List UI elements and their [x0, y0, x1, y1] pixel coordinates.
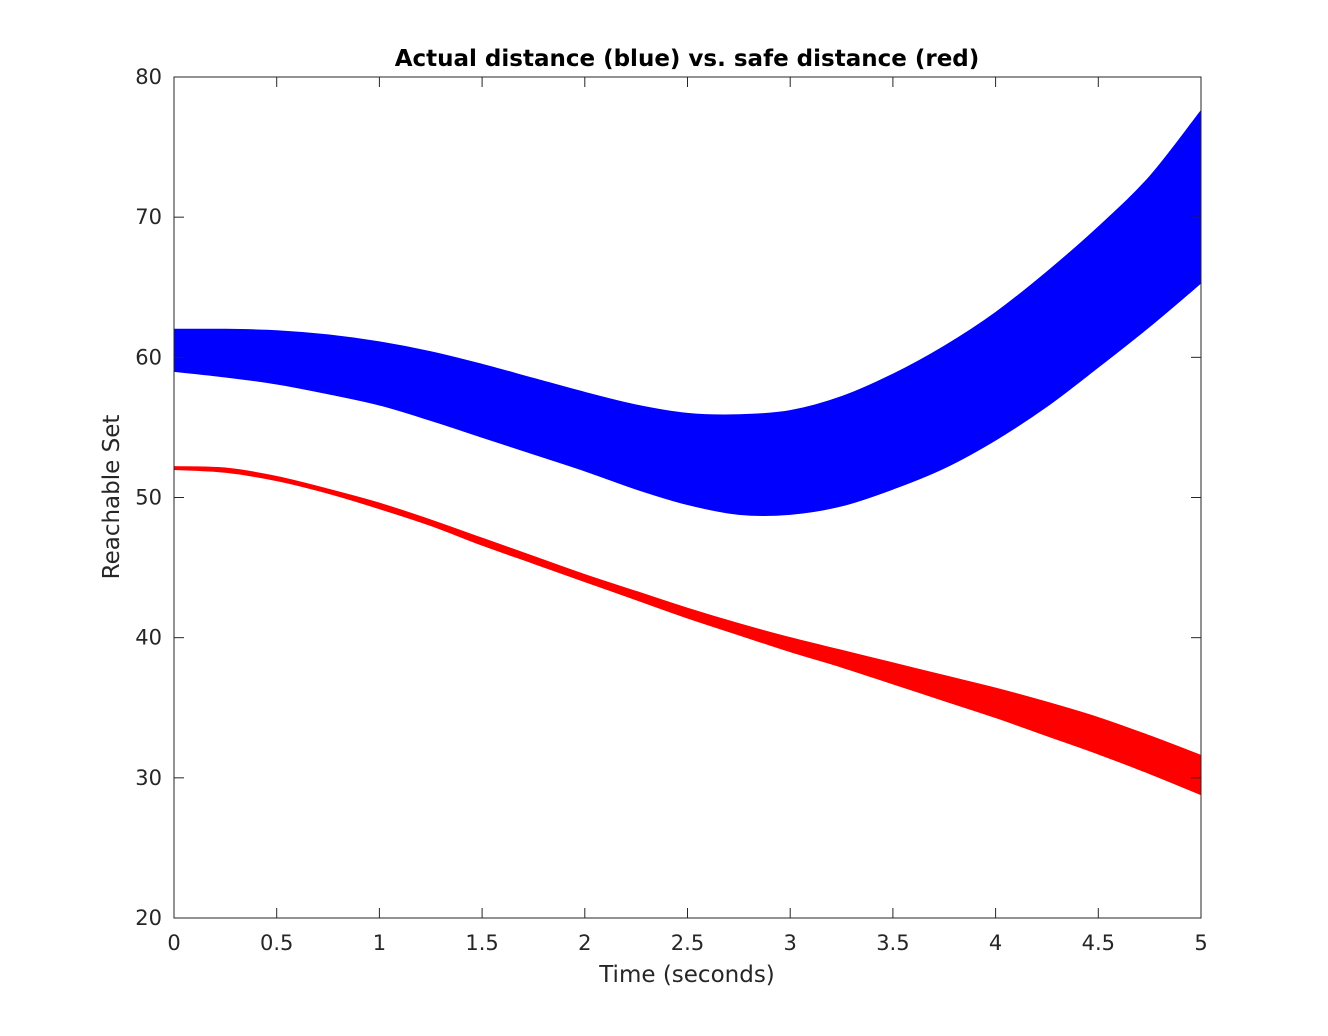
y-axis-label: Reachable Set: [99, 415, 125, 580]
x-tick-label-5: 2.5: [671, 931, 704, 955]
x-axis-ticks: 0 0.5 1 1.5 2 2.5 3 3.5 4 4.5 5: [167, 77, 1208, 955]
x-tick-label-0: 0: [167, 931, 180, 955]
y-tick-label-3: 50: [135, 486, 162, 510]
x-tick-label-4: 2: [578, 931, 591, 955]
y-tick-label-1: 30: [135, 766, 162, 790]
x-tick-label-10: 5: [1194, 931, 1207, 955]
x-tick-label-8: 4: [989, 931, 1002, 955]
x-axis-label: Time (seconds): [598, 962, 775, 988]
x-tick-label-7: 3.5: [876, 931, 909, 955]
x-tick-label-2: 1: [373, 931, 386, 955]
x-tick-label-3: 1.5: [465, 931, 498, 955]
chart-title: Actual distance (blue) vs. safe distance…: [395, 46, 980, 72]
y-tick-label-4: 60: [135, 345, 162, 369]
y-tick-label-0: 20: [135, 906, 162, 930]
x-tick-label-1: 0.5: [260, 931, 293, 955]
y-tick-label-5: 70: [135, 205, 162, 229]
y-axis-ticks: 20 30 40 50 60 70 80: [135, 65, 1201, 930]
y-tick-label-6: 80: [135, 65, 162, 89]
y-tick-label-2: 40: [135, 626, 162, 650]
x-tick-label-6: 3: [784, 931, 797, 955]
x-tick-label-9: 4.5: [1082, 931, 1115, 955]
